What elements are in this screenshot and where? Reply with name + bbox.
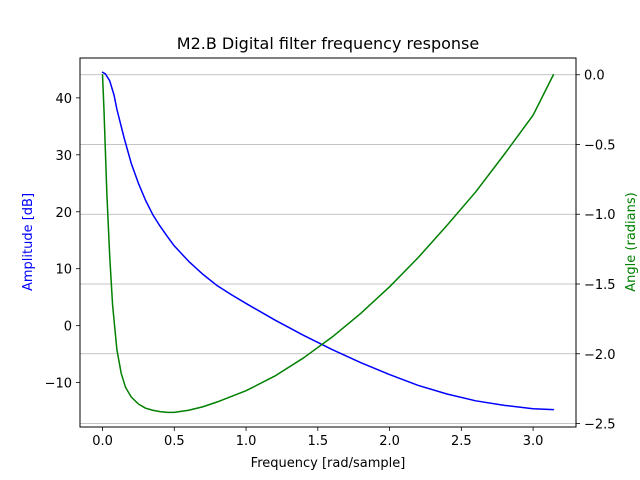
- x-tick-label: 1.0: [236, 434, 257, 449]
- y-right-tick-label: −1.0: [584, 208, 616, 223]
- y-right-axis-title: Angle (radians): [624, 192, 639, 291]
- series-layer: [101, 71, 555, 414]
- y-right-tick-label: 0.0: [584, 69, 605, 84]
- x-axis: 0.0 0.5 1.0 1.5 2.0 2.5 3.0: [92, 427, 543, 449]
- y-left-tick-label: 0: [64, 320, 72, 335]
- y-left-tick-label: 10: [55, 263, 72, 278]
- chart-title: M2.B Digital filter frequency response: [177, 34, 479, 53]
- grid: [80, 74, 576, 424]
- x-tick-label: 1.5: [307, 434, 328, 449]
- y-right-tick-label: −1.5: [584, 278, 616, 293]
- y-axis-left: −10 0 10 20 30 40: [45, 92, 80, 392]
- y-left-tick-label: 20: [55, 206, 72, 221]
- y-left-tick-label: −10: [45, 377, 72, 392]
- y-right-tick-label: −2.0: [584, 348, 616, 363]
- y-left-tick-label: 40: [55, 92, 72, 107]
- x-tick-label: 0.0: [92, 434, 113, 449]
- y-right-tick-label: −0.5: [584, 138, 616, 153]
- y-left-tick-label: 30: [55, 149, 72, 164]
- x-tick-label: 3.0: [523, 434, 544, 449]
- angle-series-line: [101, 73, 555, 414]
- x-tick-label: 0.5: [164, 434, 185, 449]
- x-tick-label: 2.5: [451, 434, 472, 449]
- plot-frame: [79, 57, 577, 428]
- x-tick-label: 2.0: [379, 434, 400, 449]
- y-right-tick-label: −2.5: [584, 418, 616, 433]
- y-left-axis-title: Amplitude [dB]: [21, 193, 36, 291]
- amplitude-series-line: [101, 71, 555, 411]
- x-axis-title: Frequency [rad/sample]: [251, 456, 406, 471]
- y-axis-right: −2.5 −2.0 −1.5 −1.0 −0.5 0.0: [576, 69, 616, 433]
